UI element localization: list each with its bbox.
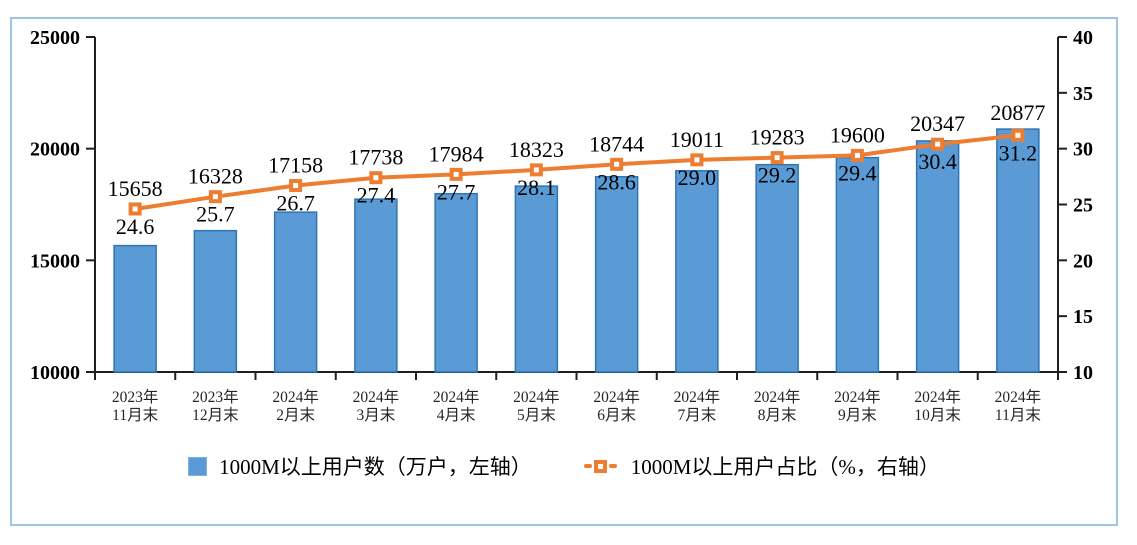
bar	[354, 198, 398, 373]
bar-value-label: 17738	[348, 145, 403, 170]
line-value-label: 29.2	[758, 163, 797, 188]
line-marker-center	[1015, 132, 1021, 138]
x-axis-category-label-line1: 2024年	[353, 388, 400, 406]
line-marker-center	[212, 194, 218, 200]
right-axis-tick-label: 25	[1073, 195, 1093, 217]
right-axis-tick-label: 40	[1073, 27, 1093, 49]
x-axis-category-label-line2: 7月末	[677, 406, 716, 424]
line-value-label: 30.4	[918, 149, 957, 174]
bar-value-label: 19600	[830, 122, 885, 147]
bar	[835, 156, 880, 373]
left-axis-tick-label: 10000	[30, 362, 80, 384]
line-marker-center	[854, 152, 860, 158]
bar-value-label: 17158	[268, 153, 323, 178]
line-series-path	[133, 133, 1020, 211]
line-value-label: 28.6	[597, 169, 636, 194]
line-value-label: 27.7	[437, 179, 476, 204]
x-axis-category-label-line2: 5月末	[517, 406, 556, 424]
legend: 1000M以上用户数（万户，左轴） 1000M以上用户占比（%，右轴）	[11, 451, 1117, 481]
x-axis-category-label-line1: 2023年	[192, 388, 239, 406]
bar	[915, 140, 960, 373]
right-axis-tick-label: 30	[1073, 139, 1093, 161]
bar	[755, 163, 799, 373]
x-axis-category-label-line1: 2024年	[914, 388, 961, 406]
legend-item-line-series: 1000M以上用户占比（%，右轴）	[582, 451, 940, 481]
bar	[675, 170, 719, 373]
line-value-label: 28.1	[517, 175, 556, 200]
line-marker-center	[774, 155, 780, 161]
bar-value-label: 16328	[188, 164, 243, 189]
bar-value-label: 18323	[509, 137, 564, 162]
bar-value-label: 20877	[990, 100, 1045, 125]
line-value-label: 31.2	[999, 140, 1038, 165]
line-value-label: 25.7	[196, 202, 235, 227]
bar	[996, 128, 1040, 373]
line-value-label: 26.7	[276, 191, 315, 216]
right-axis-tick-label: 15	[1073, 306, 1093, 328]
bar-value-label: 20347	[910, 111, 965, 136]
bar	[514, 185, 559, 373]
x-axis-category-label-line2: 12月末	[192, 406, 239, 424]
line-value-label: 29.4	[838, 160, 877, 185]
bar	[273, 211, 318, 373]
x-axis-category-label-line2: 3月末	[356, 406, 395, 424]
x-axis-category-label-line2: 10月末	[914, 406, 961, 424]
x-axis-category-label-line2: 2月末	[276, 406, 315, 424]
x-axis-category-label-line1: 2024年	[674, 388, 721, 406]
legend-item-bar-series: 1000M以上用户数（万户，左轴）	[188, 451, 532, 481]
bar-series-swatch-icon	[188, 456, 208, 476]
bar	[113, 244, 157, 373]
x-axis-category-label-line2: 11月末	[112, 406, 158, 424]
line-value-label: 27.4	[357, 183, 396, 208]
x-axis-category-label-line1: 2023年	[112, 388, 159, 406]
left-axis-tick-label: 20000	[30, 139, 80, 161]
line-marker-center	[453, 171, 459, 177]
left-axis-tick-label: 25000	[30, 27, 80, 49]
bar-value-label: 19283	[750, 125, 805, 150]
bar-series-legend-label: 1000M以上用户数（万户，左轴）	[219, 455, 532, 479]
x-axis-category-label-line1: 2024年	[995, 388, 1042, 406]
bar-value-label: 15658	[108, 176, 163, 201]
bar	[594, 175, 639, 373]
line-marker-center	[694, 157, 700, 163]
x-axis-category-label-line1: 2024年	[593, 388, 640, 406]
line-marker-center	[293, 183, 299, 189]
bar-value-label: 18744	[589, 131, 644, 156]
line-value-label: 29.0	[678, 165, 717, 190]
x-axis-category-label-line1: 2024年	[513, 388, 560, 406]
bar	[434, 192, 478, 373]
x-axis-category-label-line1: 2024年	[272, 388, 319, 406]
bar-value-label: 17984	[429, 141, 484, 166]
x-axis-category-label-line2: 4月末	[437, 406, 476, 424]
x-axis-category-label-line1: 2024年	[834, 388, 881, 406]
x-axis-category-label-line2: 9月末	[838, 406, 877, 424]
x-axis-category-label-line2: 8月末	[758, 406, 797, 424]
bar	[193, 229, 238, 373]
x-axis-category-label-line1: 2024年	[433, 388, 480, 406]
right-axis-tick-label: 10	[1073, 362, 1093, 384]
x-axis-category-label-line2: 11月末	[995, 406, 1041, 424]
line-series-legend-label: 1000M以上用户占比（%，右轴）	[630, 455, 940, 479]
line-marker-center	[935, 141, 941, 147]
x-axis-category-label-line1: 2024年	[754, 388, 801, 406]
line-series-swatch-icon	[582, 459, 619, 473]
line-marker-center	[614, 161, 620, 167]
line-marker-center	[132, 206, 138, 212]
line-marker-center	[533, 167, 539, 173]
left-axis-tick-label: 15000	[30, 250, 80, 272]
x-axis-category-label-line2: 6月末	[597, 406, 636, 424]
line-value-label: 24.6	[116, 214, 155, 239]
bar-value-label: 19011	[670, 127, 724, 152]
right-axis-tick-label: 35	[1073, 83, 1093, 105]
line-marker-center	[373, 175, 379, 181]
right-axis-tick-label: 20	[1073, 250, 1093, 272]
